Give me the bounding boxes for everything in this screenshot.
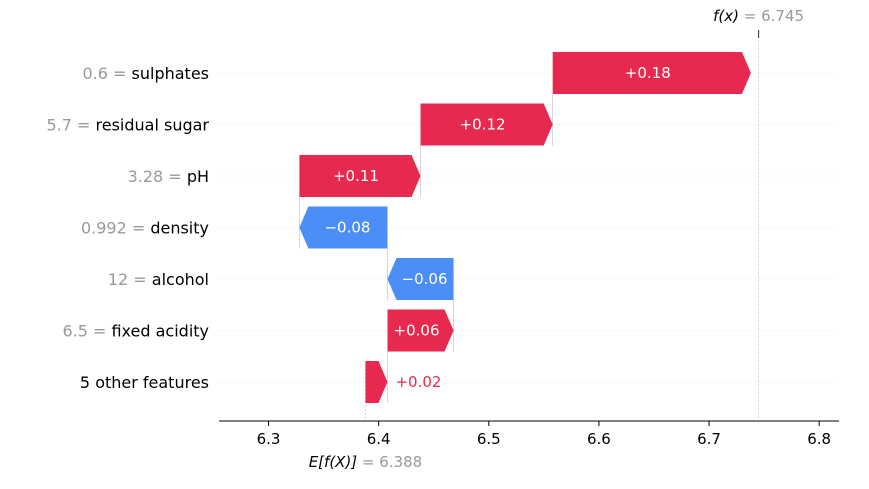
feature-name: residual sugar xyxy=(96,116,210,135)
bar-density xyxy=(299,206,388,249)
bar-label: +0.02 xyxy=(395,373,441,391)
x-tick-label: 6.8 xyxy=(807,430,831,448)
feature-value: 5.7 = xyxy=(46,116,95,135)
feature-name: sulphates xyxy=(132,64,209,83)
feature-label: 12 = alcohol xyxy=(108,270,209,289)
final-value: = 6.745 xyxy=(739,7,804,25)
feature-label: 5 other features xyxy=(80,373,209,392)
bar-label: +0.18 xyxy=(625,64,671,82)
bar-label: +0.12 xyxy=(460,116,506,134)
bar-label: −0.08 xyxy=(324,219,370,237)
feature-value: 12 = xyxy=(108,270,152,289)
bar-residual-sugar xyxy=(420,103,553,146)
bar-alcohol xyxy=(387,258,454,300)
feature-value: 0.6 = xyxy=(82,64,131,83)
x-tick-label: 6.6 xyxy=(587,430,611,448)
base-value-label: E[f(X)] = 6.388 xyxy=(309,453,423,471)
feature-label: 0.992 = density xyxy=(81,219,209,238)
feature-label: 0.6 = sulphates xyxy=(82,64,209,83)
feature-name: fixed acidity xyxy=(111,322,209,341)
feature-value: 0.992 = xyxy=(81,219,150,238)
bar-5-other-features xyxy=(365,361,388,403)
feature-value: 6.5 = xyxy=(62,322,111,341)
x-tick-label: 6.7 xyxy=(697,430,721,448)
bar-label: +0.11 xyxy=(333,167,379,185)
bar-pH xyxy=(299,155,421,197)
feature-label: 5.7 = residual sugar xyxy=(46,116,209,135)
base-func: E[f(X)] xyxy=(309,453,358,471)
x-tick-label: 6.5 xyxy=(477,430,501,448)
base-value: = 6.388 xyxy=(357,453,422,471)
x-tick-label: 6.4 xyxy=(367,430,391,448)
bar-fixed-acidity xyxy=(387,309,454,352)
bar-label: −0.06 xyxy=(402,270,448,288)
feature-name: alcohol xyxy=(152,270,209,289)
feature-name: density xyxy=(150,219,209,238)
feature-value: 3.28 = xyxy=(128,167,187,186)
bar-sulphates xyxy=(552,52,751,94)
feature-label: 6.5 = fixed acidity xyxy=(62,322,209,341)
feature-label: 3.28 = pH xyxy=(128,167,209,186)
final-value-label: f(x) = 6.745 xyxy=(713,7,804,25)
feature-name: pH xyxy=(187,167,209,186)
bar-label: +0.06 xyxy=(394,322,440,340)
x-tick-label: 6.3 xyxy=(257,430,281,448)
final-func: f(x) xyxy=(713,7,739,25)
feature-name: 5 other features xyxy=(80,373,209,392)
